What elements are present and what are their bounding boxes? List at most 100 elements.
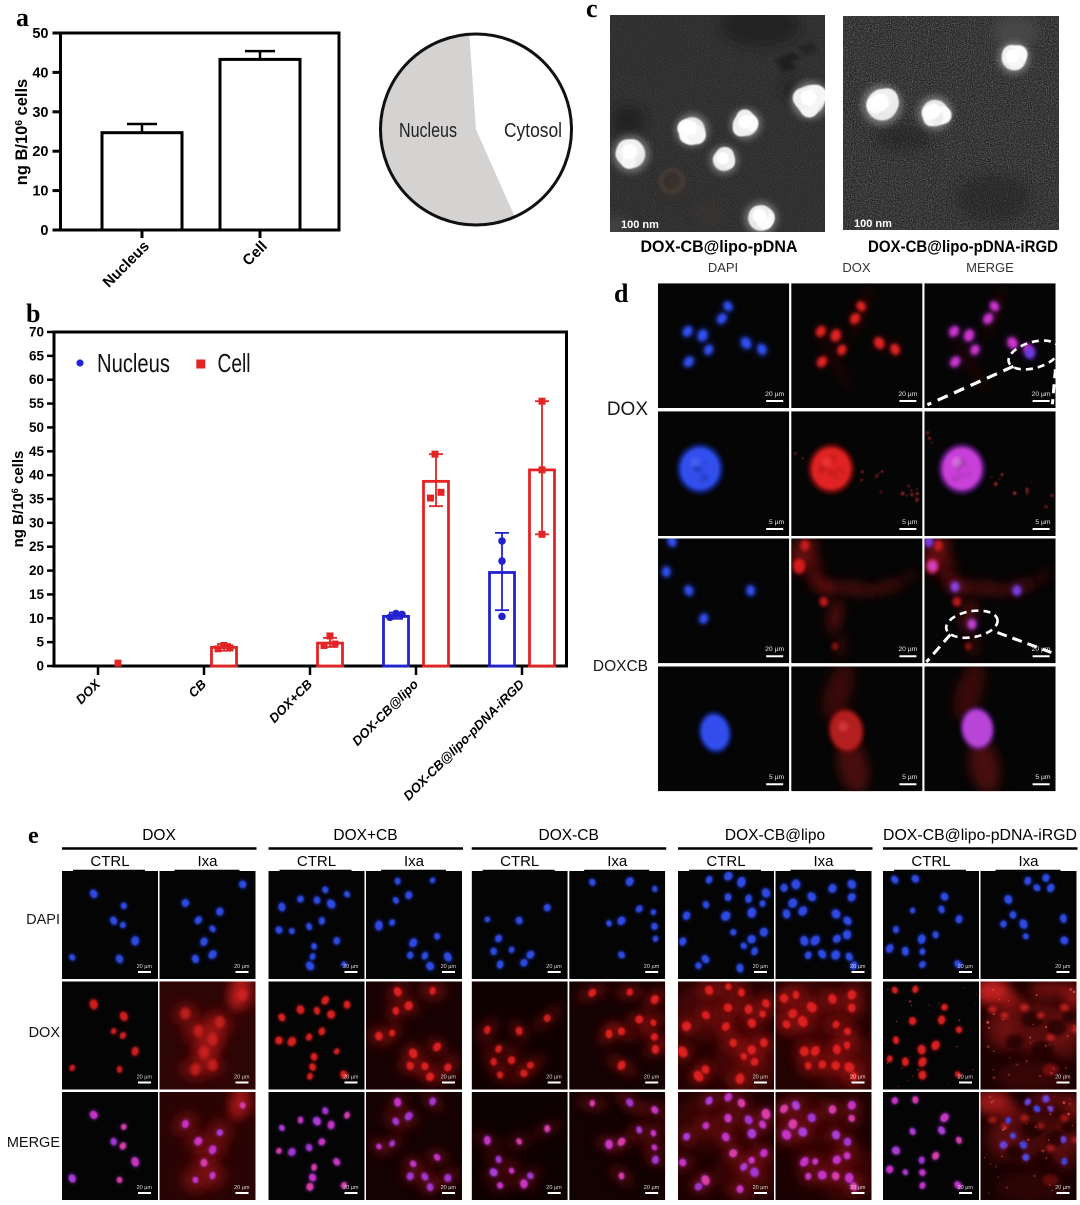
svg-text:b: b: [26, 299, 40, 328]
svg-text:20 µm: 20 µm: [1055, 1185, 1071, 1191]
svg-text:55: 55: [29, 396, 45, 411]
svg-text:Nucleus: Nucleus: [100, 238, 153, 291]
svg-text:20 µm: 20 µm: [753, 1075, 769, 1081]
svg-text:0: 0: [40, 223, 48, 239]
svg-text:Ixa: Ixa: [404, 853, 425, 870]
svg-text:50: 50: [29, 420, 44, 435]
svg-text:CTRL: CTRL: [706, 853, 745, 870]
svg-text:20 µm: 20 µm: [958, 964, 974, 970]
svg-text:20 µm: 20 µm: [898, 391, 917, 398]
svg-text:10: 10: [32, 184, 48, 200]
svg-text:60: 60: [29, 372, 44, 387]
svg-text:45: 45: [29, 444, 45, 459]
svg-text:20 µm: 20 µm: [850, 1185, 866, 1191]
svg-text:0: 0: [36, 659, 44, 674]
svg-text:a: a: [16, 3, 29, 32]
svg-text:20 µm: 20 µm: [644, 1075, 660, 1081]
svg-text:20 µm: 20 µm: [898, 646, 917, 653]
svg-text:d: d: [614, 279, 629, 308]
svg-text:65: 65: [29, 348, 45, 363]
svg-text:Nucleus: Nucleus: [399, 120, 457, 142]
svg-text:DOX: DOX: [29, 1025, 61, 1041]
svg-text:DOX-CB@lipo-pDNA-iRGD: DOX-CB@lipo-pDNA-iRGD: [883, 827, 1077, 844]
svg-text:20: 20: [32, 144, 48, 160]
svg-text:15: 15: [29, 587, 45, 602]
svg-text:20 µm: 20 µm: [546, 1185, 562, 1191]
svg-text:DOX+CB: DOX+CB: [266, 677, 315, 726]
svg-text:20 µm: 20 µm: [234, 964, 250, 970]
svg-text:5 µm: 5 µm: [902, 774, 918, 781]
svg-text:100 nm: 100 nm: [621, 219, 659, 231]
svg-text:DOX: DOX: [73, 676, 104, 707]
svg-text:20 µm: 20 µm: [343, 964, 359, 970]
svg-text:DOX: DOX: [607, 399, 649, 420]
svg-text:20 µm: 20 µm: [1032, 391, 1051, 398]
svg-text:5 µm: 5 µm: [902, 519, 918, 526]
svg-text:ng B/106 cells: ng B/106 cells: [10, 451, 27, 548]
svg-text:20 µm: 20 µm: [1055, 964, 1071, 970]
svg-text:Cell: Cell: [218, 348, 251, 378]
svg-text:100 nm: 100 nm: [854, 218, 892, 230]
svg-text:DOX-CB@lipo: DOX-CB@lipo: [725, 827, 825, 844]
svg-text:70: 70: [29, 325, 44, 340]
svg-text:DOX-CB: DOX-CB: [539, 827, 599, 844]
svg-text:20 µm: 20 µm: [234, 1075, 250, 1081]
svg-text:DOX+CB: DOX+CB: [333, 827, 397, 844]
svg-text:20 µm: 20 µm: [850, 964, 866, 970]
svg-text:DAPI: DAPI: [26, 912, 60, 928]
svg-text:30: 30: [32, 105, 48, 121]
svg-text:DOX-CB@lipo-pDNA: DOX-CB@lipo-pDNA: [641, 238, 798, 256]
svg-text:20 µm: 20 µm: [137, 1185, 153, 1191]
svg-text:20 µm: 20 µm: [850, 1075, 866, 1081]
svg-text:DOX-CB@lipo-pDNA-iRGD: DOX-CB@lipo-pDNA-iRGD: [868, 238, 1058, 256]
svg-text:Ixa: Ixa: [607, 853, 628, 870]
svg-text:Cytosol: Cytosol: [504, 120, 562, 142]
svg-text:5 µm: 5 µm: [1035, 519, 1051, 526]
svg-text:DOX: DOX: [142, 827, 176, 844]
svg-text:CTRL: CTRL: [90, 853, 129, 870]
svg-text:20 µm: 20 µm: [958, 1185, 974, 1191]
svg-text:5 µm: 5 µm: [1035, 774, 1051, 781]
svg-text:MERGE: MERGE: [7, 1135, 61, 1151]
svg-text:CTRL: CTRL: [297, 853, 336, 870]
svg-text:30: 30: [29, 515, 44, 530]
svg-text:CTRL: CTRL: [911, 853, 950, 870]
svg-text:20 µm: 20 µm: [644, 964, 660, 970]
svg-text:40: 40: [29, 468, 44, 483]
svg-text:DOX-CB@lipo-pDNA-iRGD: DOX-CB@lipo-pDNA-iRGD: [400, 676, 527, 803]
svg-text:20 µm: 20 µm: [441, 1185, 457, 1191]
svg-text:ng B/106 cells: ng B/106 cells: [13, 79, 31, 185]
svg-text:20 µm: 20 µm: [441, 964, 457, 970]
svg-text:20 µm: 20 µm: [546, 1075, 562, 1081]
svg-text:DOX: DOX: [842, 260, 871, 275]
svg-text:DOX-CB@lipo: DOX-CB@lipo: [349, 676, 421, 748]
svg-text:20 µm: 20 µm: [343, 1075, 359, 1081]
svg-text:5 µm: 5 µm: [769, 774, 785, 781]
svg-text:40: 40: [32, 65, 48, 81]
svg-text:20 µm: 20 µm: [765, 646, 784, 653]
svg-text:Ixa: Ixa: [813, 853, 834, 870]
svg-text:20 µm: 20 µm: [753, 1185, 769, 1191]
svg-text:10: 10: [29, 611, 44, 626]
svg-text:c: c: [586, 0, 598, 23]
svg-text:20 µm: 20 µm: [441, 1075, 457, 1081]
svg-text:20 µm: 20 µm: [137, 1075, 153, 1081]
svg-text:DOXCB: DOXCB: [593, 658, 648, 675]
svg-text:35: 35: [29, 492, 45, 507]
svg-text:20 µm: 20 µm: [546, 964, 562, 970]
svg-text:Cell: Cell: [239, 238, 270, 269]
svg-text:Nucleus: Nucleus: [97, 348, 170, 378]
svg-text:e: e: [28, 823, 39, 849]
svg-text:20 µm: 20 µm: [343, 1185, 359, 1191]
svg-text:20 µm: 20 µm: [958, 1075, 974, 1081]
svg-text:20: 20: [29, 563, 44, 578]
svg-text:CB: CB: [185, 677, 209, 701]
svg-text:20 µm: 20 µm: [644, 1185, 660, 1191]
svg-text:20 µm: 20 µm: [753, 964, 769, 970]
svg-text:20 µm: 20 µm: [234, 1185, 250, 1191]
svg-text:5 µm: 5 µm: [769, 519, 785, 526]
svg-text:CTRL: CTRL: [500, 853, 539, 870]
svg-text:25: 25: [29, 539, 45, 554]
svg-text:20 µm: 20 µm: [765, 391, 784, 398]
svg-text:MERGE: MERGE: [966, 260, 1014, 275]
